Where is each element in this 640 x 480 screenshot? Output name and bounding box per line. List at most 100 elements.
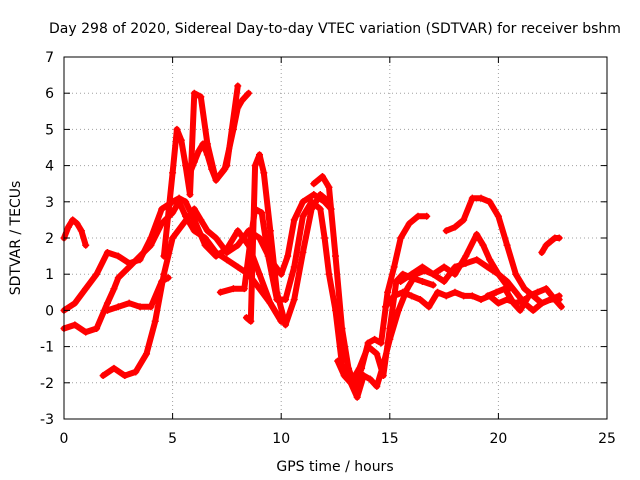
data-point	[173, 125, 181, 133]
data-point	[399, 288, 407, 296]
data-point	[408, 292, 416, 300]
data-point	[316, 205, 324, 213]
data-point	[468, 194, 476, 202]
data-point	[332, 252, 339, 260]
data-point	[501, 285, 509, 293]
data-point	[347, 379, 355, 387]
data-point	[358, 364, 366, 372]
series-arc-13	[397, 230, 563, 314]
data-point	[486, 198, 494, 206]
series-arc-8	[216, 198, 437, 387]
data-point	[203, 227, 211, 235]
series-trace	[484, 285, 565, 314]
data-point	[299, 212, 307, 220]
data-point	[234, 227, 242, 235]
data-point	[477, 296, 485, 304]
data-point	[555, 292, 563, 300]
data-point	[308, 205, 316, 213]
data-point	[423, 212, 431, 220]
data-point	[390, 292, 398, 300]
data-point	[229, 285, 237, 293]
data-point	[325, 270, 333, 278]
data-point	[190, 89, 198, 97]
data-point	[538, 248, 546, 256]
data-point	[223, 256, 231, 264]
data-point	[316, 191, 324, 199]
data-point	[321, 234, 329, 242]
y-tick-labels: -3 -2 -1 0 1 2 3 4 5 6 7	[40, 50, 54, 428]
data-point	[373, 382, 381, 390]
data-point	[299, 248, 307, 256]
data-point	[77, 227, 85, 235]
data-point	[121, 372, 129, 380]
data-point	[266, 227, 274, 235]
data-point	[247, 317, 255, 325]
data-point	[310, 191, 318, 199]
data-point	[394, 306, 402, 314]
data-point	[512, 270, 520, 278]
data-point	[93, 325, 101, 332]
data-point	[125, 299, 133, 307]
data-point	[557, 303, 565, 311]
data-point	[525, 292, 533, 300]
data-point	[384, 288, 392, 296]
data-point	[434, 288, 442, 296]
x-tick-label: 0	[60, 431, 69, 447]
y-tick-label: 1	[45, 267, 54, 283]
data-point	[551, 296, 559, 304]
chart-title: Day 298 of 2020, Sidereal Day-to-day VTE…	[49, 21, 621, 37]
data-point	[158, 277, 166, 285]
data-point	[494, 212, 502, 220]
data-point	[273, 288, 281, 296]
data-point	[82, 241, 90, 249]
data-point	[386, 335, 394, 343]
data-point	[405, 220, 413, 228]
data-point	[151, 317, 159, 325]
data-point	[203, 151, 211, 159]
data-point	[160, 252, 168, 260]
data-point	[234, 82, 242, 90]
data-point	[64, 223, 72, 231]
data-point	[186, 191, 194, 199]
data-point	[190, 205, 198, 213]
data-point	[177, 136, 185, 144]
data-point	[440, 277, 448, 285]
data-point	[345, 364, 353, 372]
data-point	[486, 256, 494, 264]
data-point	[245, 89, 253, 97]
y-tick-label: -1	[40, 340, 54, 356]
data-point	[103, 299, 111, 307]
data-point	[451, 270, 459, 278]
data-point	[277, 270, 285, 278]
data-point	[510, 299, 518, 307]
series-arc-10	[310, 172, 431, 390]
data-point	[492, 288, 500, 296]
data-point	[381, 303, 389, 311]
data-point	[533, 288, 541, 296]
data-point	[451, 223, 459, 231]
data-point	[429, 281, 437, 289]
data-point	[516, 306, 524, 314]
data-point	[110, 285, 118, 293]
data-point	[240, 285, 248, 293]
data-point	[71, 299, 79, 307]
data-point	[473, 230, 481, 238]
data-point	[440, 263, 448, 271]
data-point	[364, 339, 372, 347]
series-arc-1	[60, 216, 90, 249]
data-point	[442, 292, 450, 300]
data-point	[473, 256, 481, 264]
data-point	[103, 306, 111, 314]
data-point	[103, 248, 111, 256]
data-point	[216, 288, 224, 296]
data-point	[282, 321, 290, 329]
data-point	[255, 234, 263, 242]
data-point	[258, 209, 266, 217]
data-point	[266, 299, 274, 307]
data-point	[373, 350, 381, 358]
y-tick-label: 7	[45, 50, 54, 66]
data-point	[484, 263, 492, 271]
y-tick-label: 5	[45, 122, 54, 138]
data-point	[169, 169, 177, 177]
